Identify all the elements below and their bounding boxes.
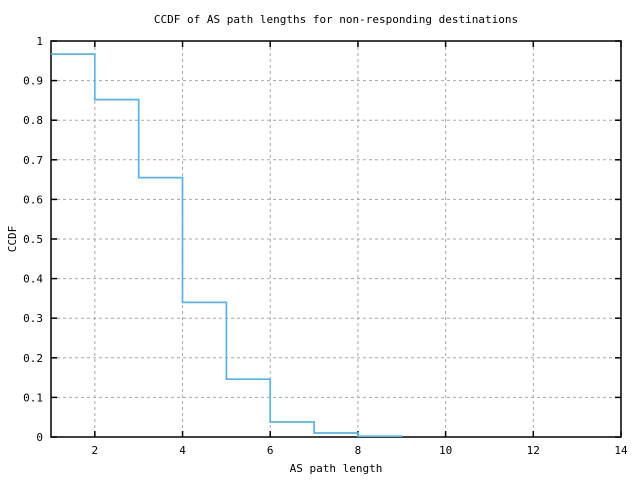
y-tick-label: 0.9 xyxy=(23,75,43,88)
x-tick-label: 2 xyxy=(92,444,99,457)
x-tick-label: 6 xyxy=(267,444,274,457)
y-tick-label: 0.4 xyxy=(23,273,43,286)
y-axis-label-text: CCDF xyxy=(5,225,19,253)
chart-title: CCDF of AS path lengths for non-respondi… xyxy=(153,13,519,26)
y-tick-label: 1 xyxy=(36,35,43,48)
x-tick-label: 4 xyxy=(179,444,186,457)
x-axis-label: AS path length xyxy=(289,462,383,475)
y-tick-label: 0.7 xyxy=(23,154,43,167)
y-tick-label: 0.3 xyxy=(23,312,43,325)
ccdf-step-line xyxy=(51,53,403,438)
x-tick-label: 10 xyxy=(439,444,452,457)
y-tick-label: 0.8 xyxy=(23,114,43,127)
x-tick-label: 12 xyxy=(527,444,540,457)
y-tick-label: 0.2 xyxy=(23,352,43,365)
x-tick-label: 14 xyxy=(614,444,628,457)
y-tick-label: 0.5 xyxy=(23,233,43,246)
y-tick-label: 0.6 xyxy=(23,193,43,206)
y-tick-label: 0 xyxy=(36,431,43,444)
x-tick-label: 8 xyxy=(355,444,362,457)
y-tick-label: 0.1 xyxy=(23,391,43,404)
